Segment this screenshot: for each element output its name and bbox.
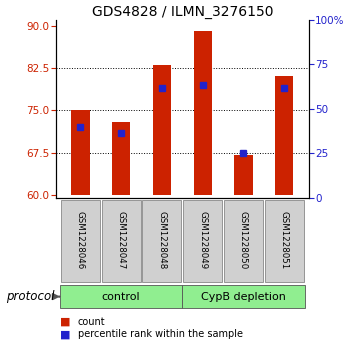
Text: ■: ■: [60, 329, 70, 339]
FancyBboxPatch shape: [265, 200, 304, 282]
Text: GSM1228047: GSM1228047: [117, 211, 126, 269]
FancyBboxPatch shape: [183, 200, 222, 282]
Text: protocol: protocol: [6, 290, 54, 303]
FancyBboxPatch shape: [60, 285, 182, 308]
Text: CypB depletion: CypB depletion: [201, 291, 286, 302]
Text: GSM1228046: GSM1228046: [76, 211, 85, 269]
FancyBboxPatch shape: [142, 200, 182, 282]
Text: GSM1228049: GSM1228049: [198, 211, 207, 269]
Bar: [275, 77, 293, 195]
Text: count: count: [78, 317, 105, 327]
Text: GSM1228048: GSM1228048: [157, 211, 166, 269]
Bar: [234, 155, 253, 195]
Text: percentile rank within the sample: percentile rank within the sample: [78, 329, 243, 339]
FancyBboxPatch shape: [224, 200, 263, 282]
Text: GSM1228051: GSM1228051: [280, 211, 289, 269]
Title: GDS4828 / ILMN_3276150: GDS4828 / ILMN_3276150: [92, 5, 273, 19]
Text: ■: ■: [60, 317, 70, 327]
Bar: [112, 122, 130, 195]
FancyBboxPatch shape: [61, 200, 100, 282]
FancyBboxPatch shape: [182, 285, 305, 308]
Text: GSM1228050: GSM1228050: [239, 211, 248, 269]
Text: control: control: [102, 291, 140, 302]
Bar: [71, 110, 90, 195]
FancyBboxPatch shape: [101, 200, 141, 282]
Bar: [153, 65, 171, 195]
Bar: [193, 31, 212, 195]
